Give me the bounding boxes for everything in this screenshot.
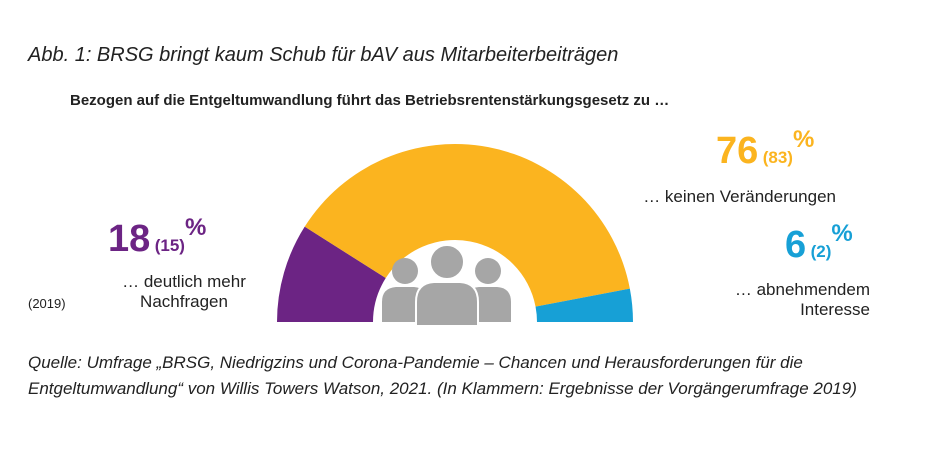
percent-sign: %	[831, 220, 853, 247]
slice-description-keine-veraenderungen: … keinen Veränderungen	[560, 187, 836, 207]
percent-sign: %	[184, 214, 207, 241]
slice-previous-value: (83)	[762, 148, 793, 167]
slice-description-line: … keinen Veränderungen	[643, 187, 836, 206]
people-group-icon	[382, 244, 511, 327]
slice-value: 6	[785, 224, 807, 266]
source-note: Quelle: Umfrage „BRSG, Niedrigzins und C…	[28, 353, 857, 398]
slice-previous-value: (2)	[810, 242, 832, 261]
slice-label-keine-veraenderungen: 76 (83)%	[716, 126, 814, 173]
slice-description-deutlich-mehr: … deutlich mehr Nachfragen	[104, 272, 264, 312]
slice-description-line: Nachfragen	[140, 292, 228, 311]
slice-description-line: … abnehmendem	[734, 280, 870, 299]
previous-year-note: (2019)	[28, 296, 66, 311]
slice-description-line: … deutlich mehr	[122, 272, 246, 291]
percent-sign: %	[792, 126, 815, 153]
slice-value: 18	[108, 218, 151, 260]
chart-title: Bezogen auf die Entgeltumwandlung führt …	[70, 92, 670, 109]
slice-0	[277, 226, 386, 322]
slice-previous-value: (15)	[154, 236, 185, 255]
slice-description-abnehmendes-interesse: … abnehmendem Interesse	[640, 280, 870, 320]
slice-label-abnehmendes-interesse: 6 (2)%	[785, 220, 853, 267]
slice-description-line: Interesse	[800, 300, 870, 319]
slice-label-deutlich-mehr: 18 (15)%	[108, 214, 206, 261]
figure-caption: Abb. 1: BRSG bringt kaum Schub für bAV a…	[28, 44, 619, 66]
slice-1	[304, 144, 630, 307]
slice-value: 76	[716, 130, 759, 172]
slice-2	[535, 288, 633, 322]
